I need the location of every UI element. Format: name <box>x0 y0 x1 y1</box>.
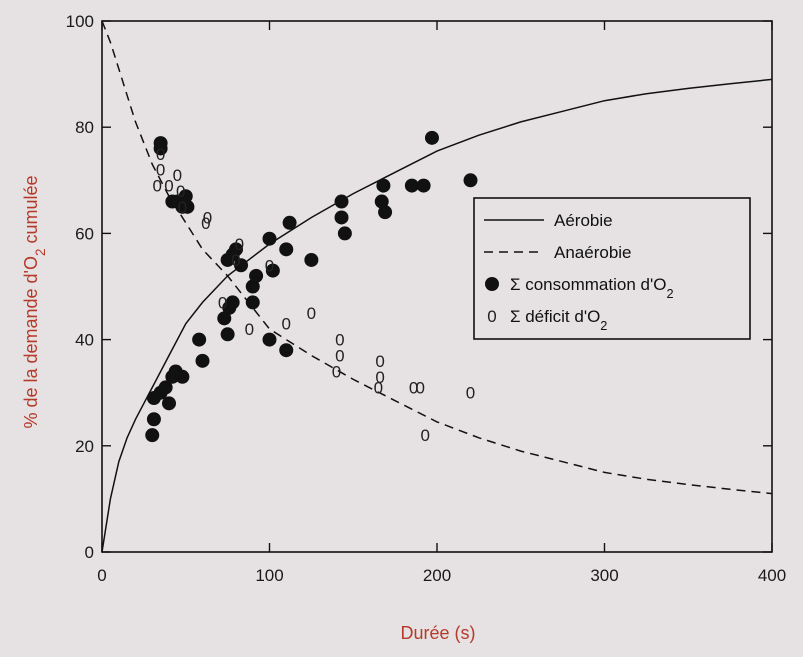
consumption-point <box>175 369 190 384</box>
consumption-point <box>225 295 240 310</box>
consumption-point <box>463 173 478 188</box>
deficit-point: 0 <box>176 182 185 201</box>
deficit-point: 0 <box>335 347 344 366</box>
deficit-point: 0 <box>409 378 418 397</box>
consumption-point <box>265 263 280 278</box>
consumption-point <box>249 268 264 283</box>
consumption-point <box>304 252 319 267</box>
deficit-point: 0 <box>231 251 240 270</box>
consumption-point <box>162 396 176 411</box>
deficit-point: 0 <box>416 378 425 397</box>
deficit-point: 0 <box>466 384 475 403</box>
legend-label: Σ déficit d'O2 <box>510 307 607 333</box>
deficit-point: 0 <box>235 235 244 254</box>
x-axis-ticks: 0 100 200 300 400 <box>97 21 786 585</box>
x-tick-label: 100 <box>255 566 283 585</box>
consumption-point <box>424 130 439 145</box>
y-tick-label: 0 <box>85 543 94 562</box>
legend-filled-dot <box>485 277 499 291</box>
consumption-point <box>245 279 260 294</box>
aerobic-curve <box>101 78 773 553</box>
consumption-point <box>245 295 260 310</box>
consumption-point <box>217 311 232 326</box>
deficit-point: 0 <box>164 177 173 196</box>
legend-box <box>473 197 751 340</box>
deficit-point: 0 <box>421 426 430 445</box>
consumption-points <box>145 130 478 443</box>
deficit-point: 0 <box>375 368 384 387</box>
consumption-point <box>262 231 277 246</box>
consumption-point <box>234 258 249 273</box>
consumption-point <box>262 332 277 347</box>
legend-label: Σ consommation d'O2 <box>510 275 674 301</box>
consumption-point <box>158 380 173 395</box>
y-tick-label: 40 <box>75 331 94 350</box>
x-tick-label: 0 <box>97 566 106 585</box>
anaerobic-curve <box>101 20 773 495</box>
consumption-point <box>334 210 349 225</box>
deficit-point: 0 <box>265 256 274 275</box>
consumption-point <box>145 428 160 443</box>
consumption-point <box>153 136 168 151</box>
consumption-point <box>282 215 297 230</box>
deficit-point: 0 <box>282 315 291 334</box>
deficit-point: 0 <box>178 198 187 217</box>
y-axis-label: % de la demande d'O2 cumulée <box>21 175 48 428</box>
y-axis-ticks: 0 20 40 60 80 100 <box>66 12 772 562</box>
consumption-point <box>404 178 419 193</box>
consumption-point <box>337 226 352 241</box>
consumption-point <box>192 332 207 347</box>
consumption-point <box>279 242 294 257</box>
x-axis-label: Durée (s) <box>400 623 475 643</box>
deficit-point: 0 <box>203 208 212 227</box>
legend-hollow-zero: 0 <box>487 307 496 326</box>
consumption-point <box>279 343 294 358</box>
deficit-point: 0 <box>245 320 254 339</box>
y-tick-label: 100 <box>66 12 94 31</box>
consumption-point <box>146 412 161 427</box>
deficit-point: 0 <box>375 352 384 371</box>
legend: Aérobie Anaérobie Σ consommation d'O2 0 Σ dé… <box>473 197 751 340</box>
consumption-point <box>180 199 195 214</box>
consumption-point <box>195 353 210 368</box>
deficit-point: 0 <box>218 293 227 312</box>
deficit-point: 0 <box>156 161 165 180</box>
consumption-point <box>229 242 243 257</box>
consumption-point <box>178 189 193 204</box>
deficit-point: 0 <box>307 304 316 323</box>
consumption-point <box>416 178 431 193</box>
deficit-point: 0 <box>374 378 383 397</box>
x-tick-label: 400 <box>758 566 786 585</box>
consumption-point <box>376 178 391 193</box>
legend-label: Anaérobie <box>554 243 632 262</box>
deficit-point: 0 <box>173 166 182 185</box>
y-tick-label: 60 <box>75 224 94 243</box>
consumption-point <box>334 194 349 209</box>
x-tick-label: 300 <box>590 566 618 585</box>
legend-label: Aérobie <box>554 211 613 230</box>
deficit-point: 0 <box>201 214 210 233</box>
deficit-point: 0 <box>332 362 341 381</box>
consumption-point <box>374 194 389 209</box>
curves <box>101 20 773 553</box>
consumption-point <box>220 327 235 342</box>
deficit-point: 0 <box>153 177 162 196</box>
deficit-point: 0 <box>335 331 344 350</box>
y-tick-label: 20 <box>75 437 94 456</box>
deficit-point: 0 <box>156 145 165 164</box>
consumption-point <box>378 205 393 220</box>
x-tick-label: 200 <box>423 566 451 585</box>
y-tick-label: 80 <box>75 118 94 137</box>
